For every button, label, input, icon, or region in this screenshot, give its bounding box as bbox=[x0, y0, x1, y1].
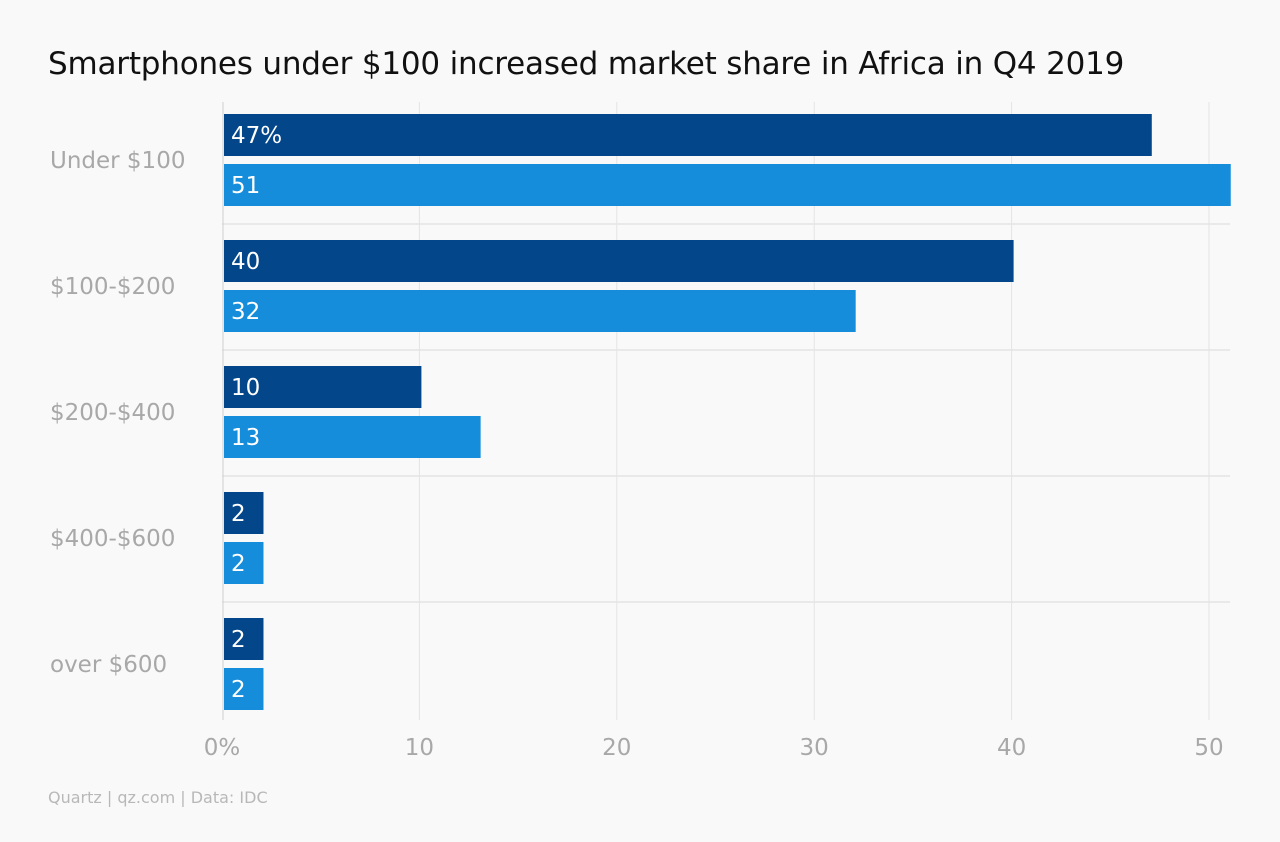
labels: 0% 10 20 30 40 50 Under $100 $100-$200 $200-$400… bbox=[50, 123, 1224, 761]
bar bbox=[224, 290, 856, 332]
bar bbox=[224, 366, 422, 408]
bar-value-label: 2 bbox=[231, 677, 246, 703]
bar bbox=[224, 542, 264, 584]
source-footer: Quartz | qz.com | Data: IDC bbox=[48, 788, 268, 807]
bar-value-label: 13 bbox=[231, 425, 260, 451]
category-label: $100-$200 bbox=[50, 274, 175, 300]
category-label: $200-$400 bbox=[50, 400, 175, 426]
bar-value-label: 2 bbox=[231, 501, 246, 527]
x-tick-label: 40 bbox=[997, 735, 1026, 761]
bar bbox=[224, 164, 1231, 206]
x-tick-label: 10 bbox=[405, 735, 434, 761]
bar bbox=[224, 240, 1014, 282]
x-tick-label: 30 bbox=[800, 735, 829, 761]
bar-value-label: 2 bbox=[231, 551, 246, 577]
category-label: Under $100 bbox=[50, 148, 185, 174]
bar-value-label: 40 bbox=[231, 249, 260, 275]
bar-value-label: 51 bbox=[231, 173, 260, 199]
bar bbox=[224, 114, 1152, 156]
bar bbox=[224, 618, 264, 660]
x-tick-label: 50 bbox=[1194, 735, 1223, 761]
chart-title: Smartphones under $100 increased market … bbox=[48, 46, 1125, 82]
bar-value-label: 47% bbox=[231, 123, 282, 149]
bar-value-label: 2 bbox=[231, 627, 246, 653]
x-tick-label: 20 bbox=[602, 735, 631, 761]
bars bbox=[224, 114, 1231, 710]
category-label: over $600 bbox=[50, 652, 167, 678]
category-label: $400-$600 bbox=[50, 526, 175, 552]
x-tick-label: 0% bbox=[204, 735, 241, 761]
bar bbox=[224, 416, 481, 458]
bar-value-label: 32 bbox=[231, 299, 260, 325]
bar bbox=[224, 492, 264, 534]
bar bbox=[224, 668, 264, 710]
bar-value-label: 10 bbox=[231, 375, 260, 401]
